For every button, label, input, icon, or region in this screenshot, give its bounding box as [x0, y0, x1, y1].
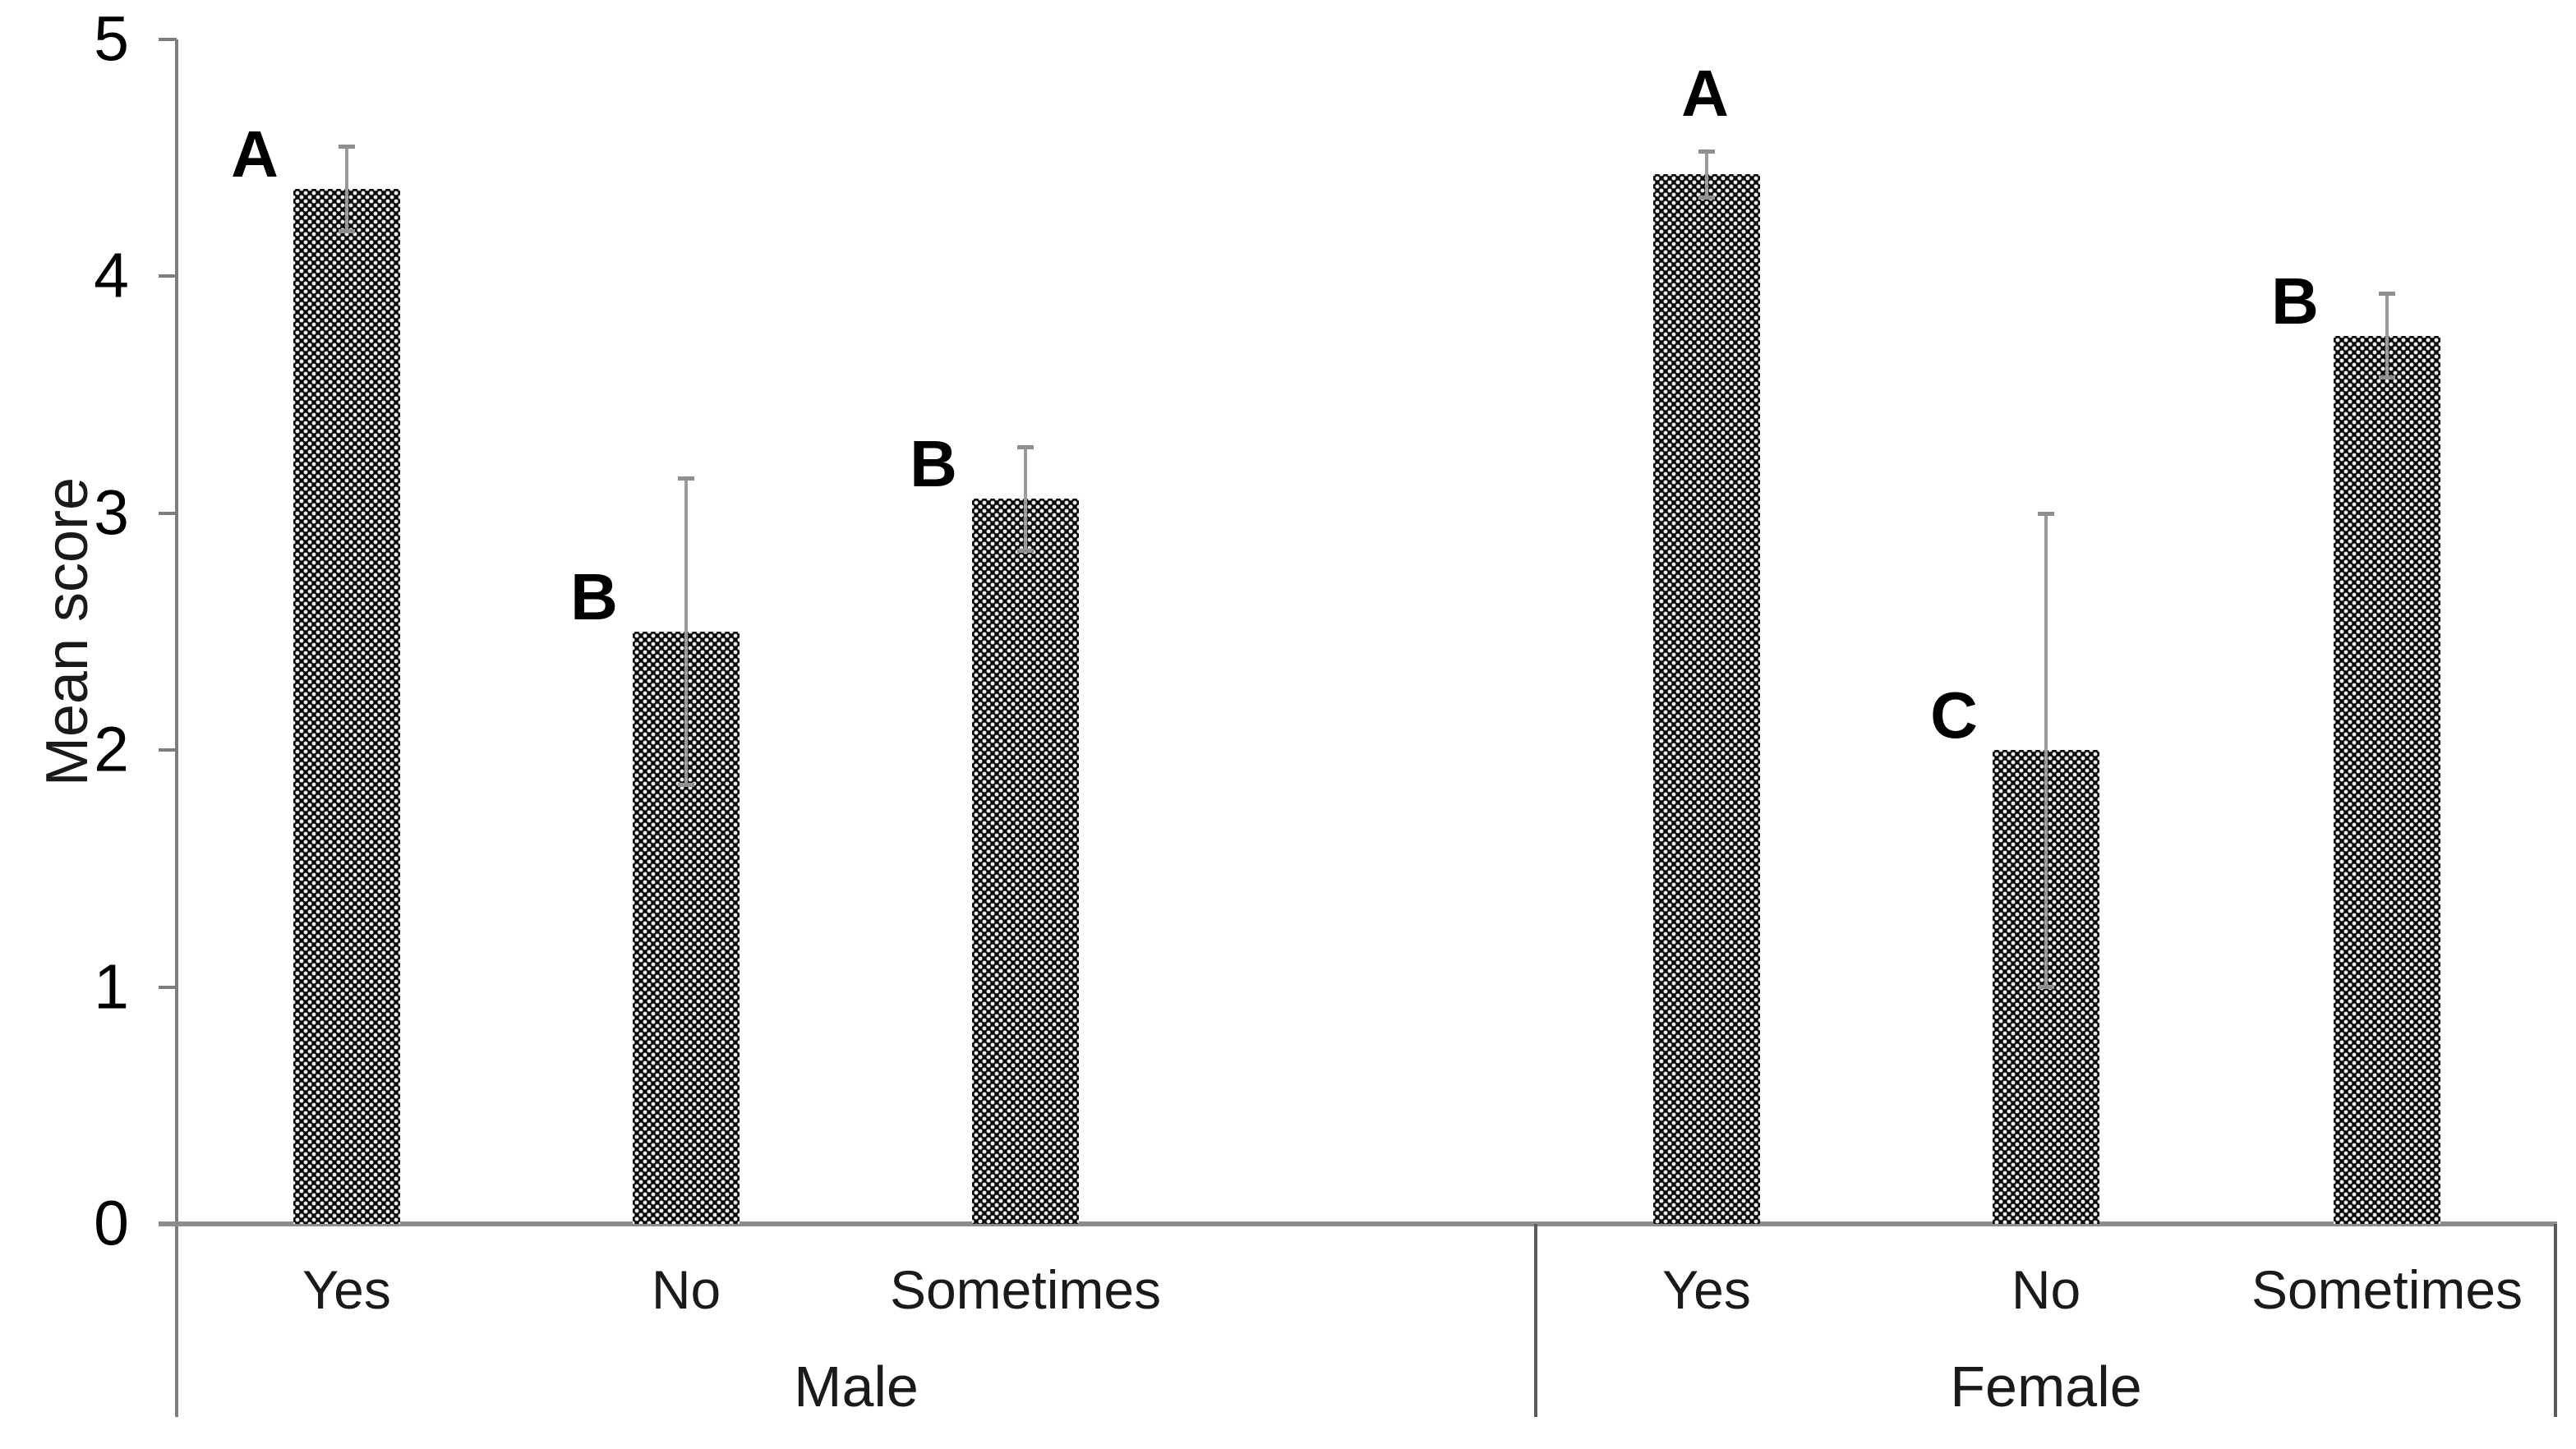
significance-letter: B	[570, 560, 618, 633]
error-bar-cap-bottom	[339, 228, 355, 233]
error-bar-cap-top	[678, 476, 694, 481]
error-bar-cap-bottom	[1698, 196, 1715, 200]
bar	[972, 499, 1079, 1224]
error-bar-line	[345, 145, 348, 232]
error-bar-cap-bottom	[2379, 375, 2395, 380]
group-label: Female	[1950, 1355, 2142, 1419]
error-bar-line	[1705, 150, 1708, 199]
error-bar-cap-bottom	[678, 783, 694, 788]
error-bar-cap-top	[1698, 149, 1715, 154]
error-bar-line	[1024, 447, 1027, 551]
x-category-label: Sometimes	[2251, 1259, 2523, 1320]
significance-letter: B	[2271, 264, 2319, 338]
error-bar-line	[2385, 292, 2389, 379]
group-divider-line	[2554, 1224, 2557, 1417]
x-axis-line	[159, 1221, 2557, 1226]
error-bar-cap-top	[339, 144, 355, 149]
significance-letter: B	[910, 427, 957, 501]
x-category-label: No	[651, 1259, 721, 1320]
group-label: Male	[794, 1355, 919, 1419]
significance-letter: C	[1930, 678, 1978, 752]
x-category-label: Sometimes	[889, 1259, 1162, 1320]
y-tick-mark	[159, 985, 177, 989]
y-tick-mark	[159, 38, 177, 41]
x-category-label: Yes	[1662, 1259, 1751, 1320]
error-bar-cap-top	[2379, 291, 2395, 296]
group-divider-line	[1534, 1224, 1537, 1417]
bar	[293, 188, 400, 1224]
error-bar-cap-top	[2038, 511, 2054, 516]
significance-letter: A	[1681, 57, 1729, 131]
error-bar-cap-top	[1017, 445, 1034, 450]
error-bar-cap-bottom	[2038, 984, 2054, 989]
error-bar-line	[2044, 513, 2048, 987]
y-tick-label: 0	[94, 1188, 129, 1259]
error-bar-line	[684, 477, 688, 786]
y-tick-label: 3	[94, 477, 129, 549]
x-category-label: Yes	[302, 1259, 391, 1320]
bar	[2334, 335, 2440, 1224]
y-axis-line	[175, 39, 178, 1417]
y-tick-mark	[159, 511, 177, 515]
y-tick-label: 2	[94, 714, 129, 785]
error-bar-cap-bottom	[1017, 548, 1034, 553]
y-tick-mark	[159, 274, 177, 278]
y-tick-mark	[159, 748, 177, 752]
y-tick-label: 4	[94, 240, 129, 311]
significance-letter: A	[231, 117, 279, 191]
x-category-label: No	[2011, 1259, 2081, 1320]
bar	[1653, 174, 1760, 1224]
y-tick-label: 1	[94, 951, 129, 1023]
y-tick-label: 5	[94, 3, 129, 75]
